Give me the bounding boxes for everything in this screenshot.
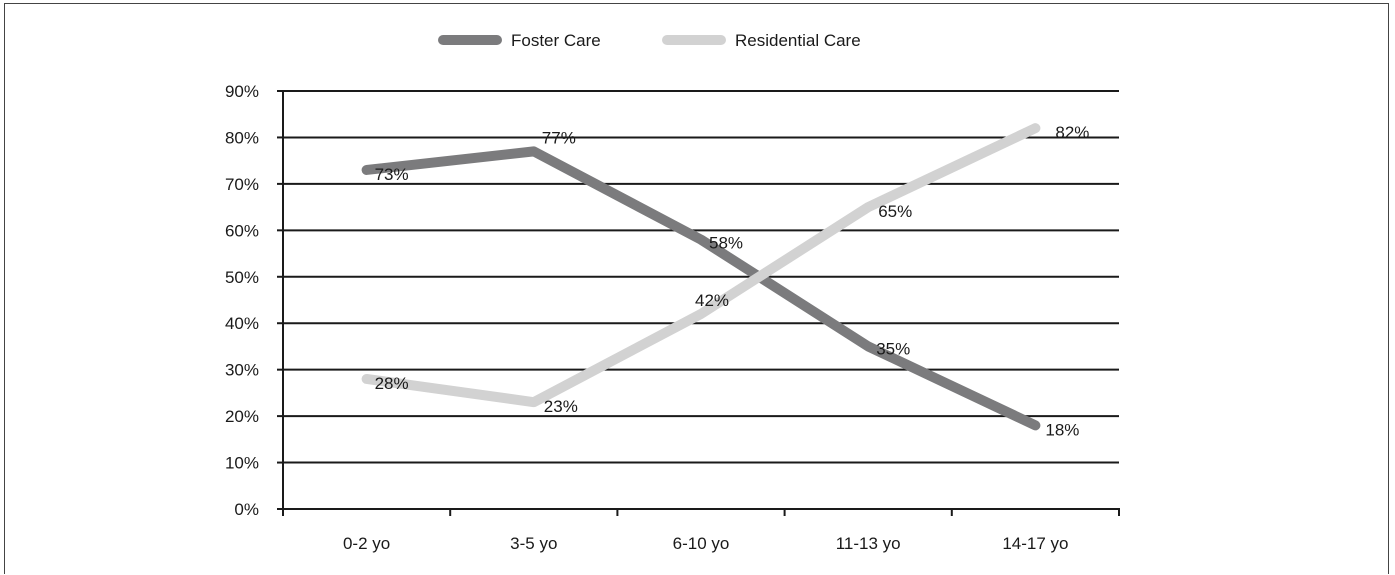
- legend: Foster Care Residential Care: [438, 31, 861, 50]
- y-tick-label: 80%: [225, 128, 259, 147]
- y-tick-label: 90%: [225, 82, 259, 101]
- data-label: 58%: [709, 234, 743, 253]
- legend-label: Residential Care: [735, 31, 861, 50]
- axes: [277, 91, 1120, 510]
- y-tick-label: 20%: [225, 407, 259, 426]
- y-tick-label: 70%: [225, 175, 259, 194]
- legend-label: Foster Care: [511, 31, 601, 50]
- chart-frame: [4, 3, 1389, 574]
- series-line-foster-care: [361, 146, 1041, 431]
- gridlines: [283, 90, 1119, 464]
- data-label: 82%: [1055, 123, 1089, 142]
- data-label: 77%: [542, 128, 576, 147]
- y-tick-label: 30%: [225, 361, 259, 380]
- series-lines: [361, 123, 1041, 431]
- x-tick-label: 14-17 yo: [1002, 534, 1068, 553]
- x-tick-label: 0-2 yo: [343, 534, 390, 553]
- y-tick-label: 50%: [225, 268, 259, 287]
- x-tick-label: 6-10 yo: [673, 534, 730, 553]
- data-labels: 73% 77% 58% 35% 18% 28% 23% 42% 65% 82%: [375, 123, 1090, 439]
- data-label: 65%: [878, 202, 912, 221]
- data-label: 28%: [375, 374, 409, 393]
- data-label: 23%: [544, 397, 578, 416]
- y-tick-label: 60%: [225, 221, 259, 240]
- y-axis-ticks: 0% 10% 20% 30% 40% 50% 60% 70% 80% 90%: [225, 82, 283, 519]
- x-tick-label: 3-5 yo: [510, 534, 557, 553]
- data-label: 73%: [375, 165, 409, 184]
- y-tick-label: 10%: [225, 454, 259, 473]
- series-line-residential-care: [361, 123, 1041, 408]
- data-label: 18%: [1045, 420, 1079, 439]
- data-label: 42%: [695, 291, 729, 310]
- x-tick-label: 11-13 yo: [836, 534, 901, 553]
- y-tick-label: 0%: [234, 500, 259, 519]
- x-axis-ticks: 0-2 yo 3-5 yo 6-10 yo 11-13 yo 14-17 yo: [282, 509, 1120, 553]
- data-label: 35%: [876, 339, 910, 358]
- y-tick-label: 40%: [225, 314, 259, 333]
